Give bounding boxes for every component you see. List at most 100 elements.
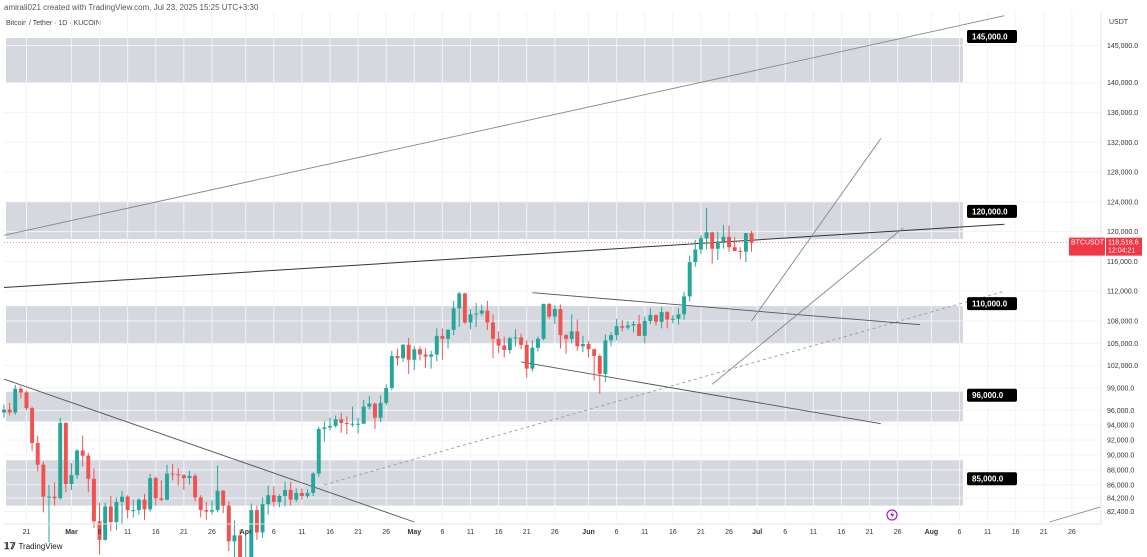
time-axis[interactable]: 21 Mar 6 11 16 21 26 Apr 6 11 16 21 26 May 6 11 16 21 26 Ju… bbox=[4, 523, 1101, 536]
candle[interactable] bbox=[642, 316, 647, 344]
candle[interactable] bbox=[401, 344, 406, 362]
lightning-alert-icon[interactable] bbox=[886, 509, 898, 521]
candle[interactable] bbox=[58, 417, 63, 500]
candle[interactable] bbox=[485, 300, 490, 330]
candle[interactable] bbox=[378, 395, 383, 423]
candle[interactable] bbox=[120, 490, 124, 524]
candle[interactable] bbox=[24, 390, 29, 411]
candle[interactable] bbox=[670, 315, 675, 324]
candle[interactable] bbox=[344, 416, 349, 435]
candle[interactable] bbox=[221, 489, 226, 514]
candle[interactable] bbox=[165, 464, 169, 501]
candle[interactable] bbox=[620, 320, 625, 332]
candle[interactable] bbox=[277, 494, 282, 508]
candle[interactable] bbox=[637, 315, 642, 336]
candle[interactable] bbox=[142, 493, 147, 520]
candle[interactable] bbox=[648, 308, 653, 324]
candle[interactable] bbox=[614, 318, 619, 341]
candle[interactable] bbox=[558, 304, 563, 349]
candle[interactable] bbox=[502, 336, 507, 358]
candle[interactable] bbox=[322, 421, 327, 442]
candle[interactable] bbox=[69, 463, 74, 490]
candle[interactable] bbox=[496, 331, 501, 353]
candle[interactable] bbox=[333, 415, 338, 428]
candle[interactable] bbox=[254, 505, 259, 540]
candle[interactable] bbox=[52, 482, 57, 506]
candle[interactable] bbox=[665, 311, 670, 329]
candle[interactable] bbox=[586, 341, 591, 358]
candle[interactable] bbox=[367, 396, 372, 410]
zone-rect[interactable] bbox=[6, 201, 963, 240]
zone-label[interactable]: 96,000.0 bbox=[967, 388, 1017, 402]
candle[interactable] bbox=[108, 495, 113, 531]
candle[interactable] bbox=[159, 480, 164, 502]
candle[interactable] bbox=[547, 303, 552, 319]
candle[interactable] bbox=[564, 333, 569, 354]
candle[interactable] bbox=[288, 481, 293, 506]
candle[interactable] bbox=[698, 235, 703, 254]
candle[interactable] bbox=[569, 314, 574, 344]
candle[interactable] bbox=[136, 498, 141, 515]
candle[interactable] bbox=[372, 402, 377, 429]
candle[interactable] bbox=[440, 328, 445, 360]
candle[interactable] bbox=[350, 406, 355, 427]
candle[interactable] bbox=[384, 384, 389, 406]
candle[interactable] bbox=[592, 348, 597, 381]
candle[interactable] bbox=[238, 529, 243, 557]
candle[interactable] bbox=[193, 473, 198, 502]
candle[interactable] bbox=[131, 499, 136, 518]
candle[interactable] bbox=[429, 350, 434, 369]
trendline[interactable] bbox=[324, 290, 1005, 486]
candle[interactable] bbox=[715, 231, 720, 260]
candle[interactable] bbox=[687, 255, 692, 302]
candle[interactable] bbox=[603, 334, 608, 383]
trendline[interactable] bbox=[521, 361, 881, 425]
candle[interactable] bbox=[417, 346, 422, 361]
candle[interactable] bbox=[232, 520, 237, 557]
candle[interactable] bbox=[389, 350, 394, 391]
candle[interactable] bbox=[451, 300, 456, 336]
zone-label[interactable]: 85,000.0 bbox=[967, 472, 1017, 486]
candle[interactable] bbox=[631, 320, 636, 333]
candle[interactable] bbox=[316, 426, 321, 477]
candle[interactable] bbox=[35, 435, 40, 472]
candle[interactable] bbox=[204, 501, 209, 520]
candle[interactable] bbox=[80, 435, 85, 467]
candle[interactable] bbox=[271, 486, 276, 507]
candle[interactable] bbox=[170, 463, 175, 481]
candle[interactable] bbox=[530, 340, 535, 372]
candle[interactable] bbox=[30, 406, 35, 452]
candle[interactable] bbox=[727, 225, 732, 252]
candle[interactable] bbox=[299, 488, 304, 500]
candle[interactable] bbox=[283, 481, 287, 507]
candle[interactable] bbox=[125, 495, 130, 519]
candle[interactable] bbox=[198, 495, 203, 518]
candle[interactable] bbox=[395, 348, 400, 366]
candle[interactable] bbox=[114, 497, 119, 531]
candle[interactable] bbox=[446, 329, 450, 349]
candle[interactable] bbox=[97, 502, 102, 555]
candle[interactable] bbox=[462, 292, 467, 324]
candle[interactable] bbox=[541, 303, 546, 341]
candle[interactable] bbox=[468, 309, 473, 330]
candle[interactable] bbox=[41, 461, 46, 513]
candle[interactable] bbox=[552, 305, 557, 324]
candle[interactable] bbox=[356, 417, 361, 434]
candle[interactable] bbox=[13, 385, 18, 415]
candle[interactable] bbox=[412, 346, 417, 371]
candle[interactable] bbox=[215, 465, 220, 513]
candle[interactable] bbox=[732, 236, 737, 251]
candle[interactable] bbox=[743, 233, 748, 263]
trendline[interactable] bbox=[3, 223, 1005, 288]
candle[interactable] bbox=[260, 497, 265, 538]
candle[interactable] bbox=[243, 533, 248, 557]
candle[interactable] bbox=[519, 333, 524, 350]
candle[interactable] bbox=[676, 308, 681, 325]
candle[interactable] bbox=[187, 470, 192, 485]
candle[interactable] bbox=[361, 399, 366, 424]
candle[interactable] bbox=[406, 338, 411, 374]
zone-label[interactable]: 110,000.0 bbox=[967, 297, 1017, 311]
candle[interactable] bbox=[339, 412, 344, 433]
candle[interactable] bbox=[749, 230, 754, 252]
candle[interactable] bbox=[209, 500, 214, 515]
